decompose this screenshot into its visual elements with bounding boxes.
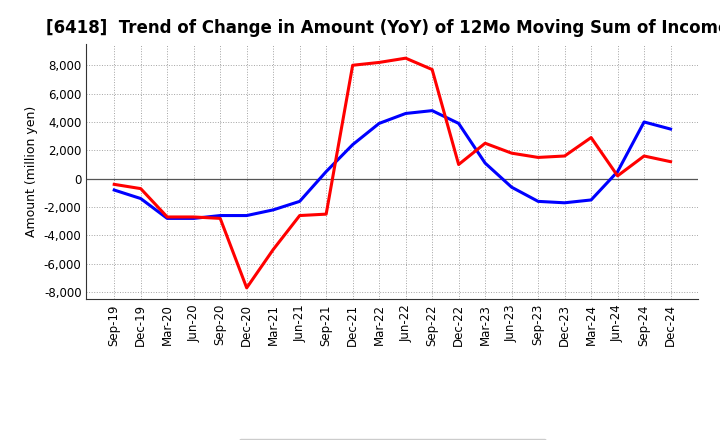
Ordinary Income <box>508 184 516 190</box>
Ordinary Income <box>216 213 225 218</box>
Line: Net Income: Net Income <box>114 58 670 288</box>
Net Income <box>136 186 145 191</box>
Net Income <box>534 155 542 160</box>
Net Income <box>322 212 330 217</box>
Net Income <box>666 159 675 164</box>
Net Income <box>428 67 436 72</box>
Net Income <box>375 60 384 65</box>
Net Income <box>508 150 516 156</box>
Net Income <box>640 154 649 159</box>
Net Income <box>587 135 595 140</box>
Ordinary Income <box>560 200 569 205</box>
Ordinary Income <box>163 216 171 221</box>
Line: Ordinary Income: Ordinary Income <box>114 110 670 218</box>
Ordinary Income <box>401 111 410 116</box>
Ordinary Income <box>189 216 198 221</box>
Ordinary Income <box>243 213 251 218</box>
Ordinary Income <box>428 108 436 113</box>
Ordinary Income <box>534 199 542 204</box>
Ordinary Income <box>295 199 304 204</box>
Net Income <box>560 154 569 159</box>
Net Income <box>110 182 119 187</box>
Legend: Ordinary Income, Net Income: Ordinary Income, Net Income <box>238 439 546 440</box>
Ordinary Income <box>587 197 595 202</box>
Net Income <box>348 62 357 68</box>
Net Income <box>243 285 251 290</box>
Ordinary Income <box>348 142 357 147</box>
Net Income <box>163 214 171 220</box>
Net Income <box>401 55 410 61</box>
Ordinary Income <box>613 169 622 174</box>
Ordinary Income <box>481 161 490 166</box>
Y-axis label: Amount (million yen): Amount (million yen) <box>25 106 38 237</box>
Net Income <box>295 213 304 218</box>
Net Income <box>269 247 277 252</box>
Ordinary Income <box>640 119 649 125</box>
Ordinary Income <box>666 126 675 132</box>
Title: [6418]  Trend of Change in Amount (YoY) of 12Mo Moving Sum of Incomes: [6418] Trend of Change in Amount (YoY) o… <box>46 19 720 37</box>
Ordinary Income <box>110 187 119 193</box>
Ordinary Income <box>322 169 330 174</box>
Ordinary Income <box>375 121 384 126</box>
Ordinary Income <box>454 121 463 126</box>
Net Income <box>454 162 463 167</box>
Net Income <box>613 173 622 179</box>
Ordinary Income <box>136 196 145 201</box>
Net Income <box>481 141 490 146</box>
Net Income <box>189 214 198 220</box>
Net Income <box>216 216 225 221</box>
Ordinary Income <box>269 207 277 213</box>
